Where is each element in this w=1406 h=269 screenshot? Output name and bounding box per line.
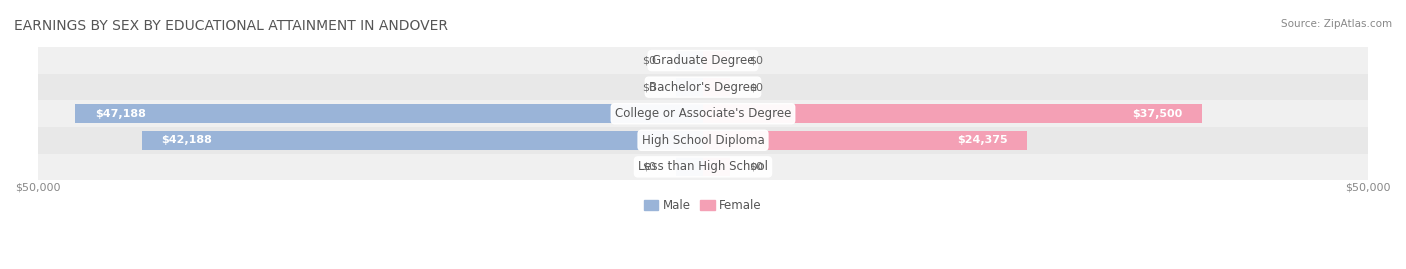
Bar [38,127,1368,154]
Text: $0: $0 [749,82,763,92]
Text: Graduate Degree: Graduate Degree [652,54,754,67]
Text: College or Associate's Degree: College or Associate's Degree [614,107,792,120]
Bar [676,157,703,176]
Bar [38,100,1368,127]
Bar [38,47,1368,74]
Bar [703,77,730,97]
Text: $47,188: $47,188 [96,109,146,119]
Bar [703,51,730,70]
Text: Less than High School: Less than High School [638,160,768,174]
Bar [75,104,703,123]
Text: $0: $0 [749,162,763,172]
Bar [703,104,1202,123]
Bar [676,51,703,70]
Bar [38,74,1368,100]
Text: $0: $0 [749,56,763,66]
Text: $24,375: $24,375 [956,135,1007,145]
Text: Source: ZipAtlas.com: Source: ZipAtlas.com [1281,19,1392,29]
Bar [703,131,1028,150]
Text: Bachelor's Degree: Bachelor's Degree [650,81,756,94]
Bar [676,77,703,97]
Text: $0: $0 [643,162,657,172]
Text: EARNINGS BY SEX BY EDUCATIONAL ATTAINMENT IN ANDOVER: EARNINGS BY SEX BY EDUCATIONAL ATTAINMEN… [14,19,449,33]
Bar [142,131,703,150]
Legend: Male, Female: Male, Female [640,194,766,217]
Text: $0: $0 [643,82,657,92]
Text: $0: $0 [643,56,657,66]
Bar [703,157,730,176]
Text: $37,500: $37,500 [1132,109,1182,119]
Text: $42,188: $42,188 [162,135,212,145]
Bar [38,154,1368,180]
Text: High School Diploma: High School Diploma [641,134,765,147]
